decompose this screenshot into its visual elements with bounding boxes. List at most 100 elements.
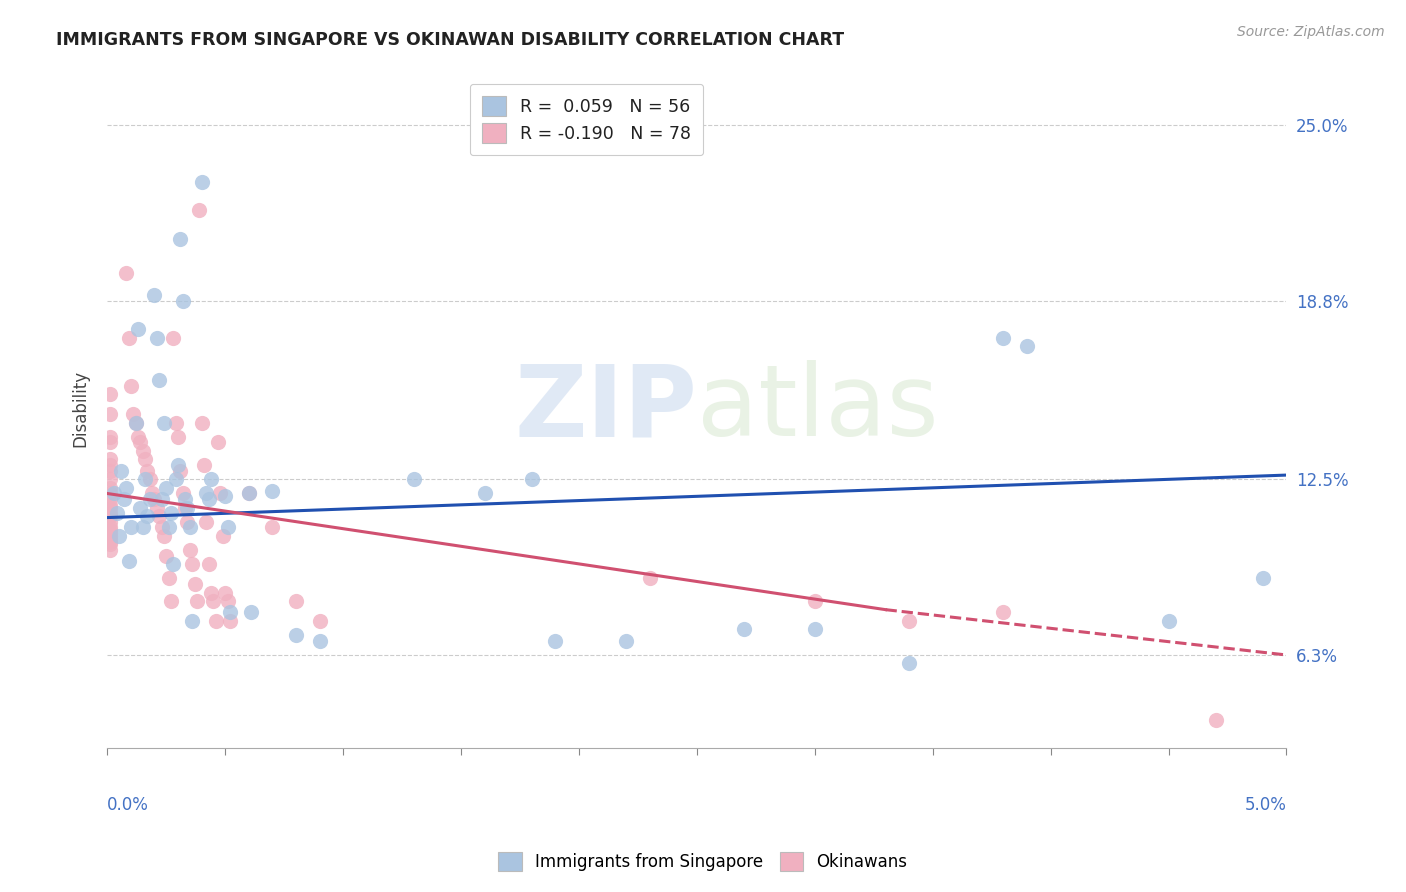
- Point: [131, 520, 153, 534]
- Point: [98, 543, 121, 558]
- Point: [136, 509, 159, 524]
- Point: [98, 435, 121, 450]
- Point: [167, 458, 190, 472]
- Point: [115, 481, 138, 495]
- Point: [733, 623, 755, 637]
- Point: [98, 472, 121, 486]
- Point: [240, 606, 263, 620]
- Point: [98, 486, 121, 500]
- Point: [155, 481, 177, 495]
- Point: [238, 486, 260, 500]
- Text: ZIP: ZIP: [515, 360, 697, 457]
- Point: [157, 572, 180, 586]
- Point: [155, 549, 177, 563]
- Point: [993, 331, 1015, 345]
- Point: [117, 554, 139, 568]
- Point: [167, 430, 190, 444]
- Point: [898, 657, 921, 671]
- Point: [190, 416, 212, 430]
- Point: [285, 594, 308, 608]
- Point: [165, 416, 187, 430]
- Point: [98, 537, 121, 551]
- Point: [520, 472, 543, 486]
- Point: [162, 331, 184, 345]
- Point: [112, 492, 135, 507]
- Point: [105, 506, 128, 520]
- Point: [148, 509, 170, 524]
- Point: [898, 614, 921, 628]
- Point: [804, 594, 827, 608]
- Legend: R =  0.059   N = 56, R = -0.190   N = 78: R = 0.059 N = 56, R = -0.190 N = 78: [470, 84, 703, 155]
- Point: [174, 500, 197, 515]
- Point: [1015, 339, 1038, 353]
- Point: [162, 558, 184, 572]
- Point: [993, 606, 1015, 620]
- Point: [262, 483, 284, 498]
- Point: [219, 606, 242, 620]
- Point: [160, 506, 183, 520]
- Point: [143, 288, 166, 302]
- Point: [103, 486, 125, 500]
- Point: [176, 515, 198, 529]
- Point: [179, 543, 201, 558]
- Point: [124, 416, 146, 430]
- Point: [474, 486, 496, 500]
- Point: [129, 435, 152, 450]
- Point: [110, 464, 132, 478]
- Point: [139, 472, 162, 486]
- Point: [209, 486, 232, 500]
- Point: [217, 520, 239, 534]
- Point: [238, 486, 260, 500]
- Point: [98, 534, 121, 549]
- Point: [197, 558, 219, 572]
- Point: [98, 515, 121, 529]
- Point: [188, 203, 211, 218]
- Point: [153, 416, 176, 430]
- Point: [153, 529, 176, 543]
- Point: [214, 585, 236, 599]
- Point: [127, 430, 149, 444]
- Point: [262, 520, 284, 534]
- Point: [157, 520, 180, 534]
- Point: [98, 509, 121, 524]
- Point: [1251, 572, 1274, 586]
- Point: [174, 492, 197, 507]
- Point: [98, 526, 121, 541]
- Point: [200, 472, 222, 486]
- Text: IMMIGRANTS FROM SINGAPORE VS OKINAWAN DISABILITY CORRELATION CHART: IMMIGRANTS FROM SINGAPORE VS OKINAWAN DI…: [56, 31, 845, 49]
- Point: [195, 515, 218, 529]
- Point: [139, 492, 162, 507]
- Point: [197, 492, 219, 507]
- Point: [150, 520, 173, 534]
- Point: [544, 633, 567, 648]
- Point: [172, 486, 194, 500]
- Point: [200, 585, 222, 599]
- Point: [98, 430, 121, 444]
- Point: [129, 500, 152, 515]
- Point: [124, 416, 146, 430]
- Point: [98, 532, 121, 546]
- Point: [181, 614, 204, 628]
- Point: [131, 444, 153, 458]
- Point: [202, 594, 225, 608]
- Point: [98, 492, 121, 507]
- Point: [98, 464, 121, 478]
- Point: [146, 331, 169, 345]
- Point: [193, 458, 215, 472]
- Point: [134, 452, 156, 467]
- Point: [98, 506, 121, 520]
- Point: [136, 464, 159, 478]
- Point: [165, 472, 187, 486]
- Point: [204, 614, 226, 628]
- Text: 5.0%: 5.0%: [1244, 796, 1286, 814]
- Point: [308, 614, 330, 628]
- Y-axis label: Disability: Disability: [72, 370, 89, 447]
- Point: [117, 331, 139, 345]
- Text: atlas: atlas: [697, 360, 939, 457]
- Point: [98, 481, 121, 495]
- Point: [120, 520, 142, 534]
- Point: [98, 500, 121, 515]
- Point: [186, 594, 208, 608]
- Point: [212, 529, 235, 543]
- Point: [108, 529, 131, 543]
